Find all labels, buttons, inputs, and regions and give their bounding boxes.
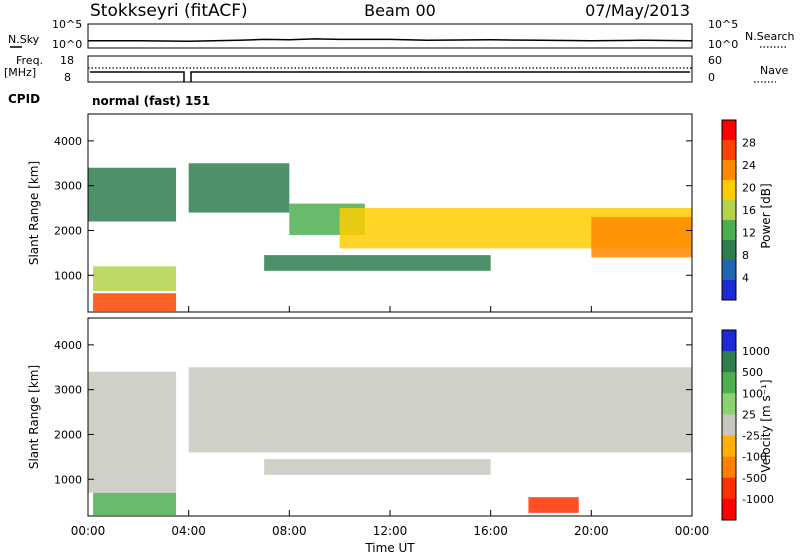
velocity-y-tick-label-3: 1000	[54, 473, 82, 486]
power-cbar-swatch-0	[722, 120, 736, 141]
velocity-ylabel: Slant Range [km]	[27, 365, 41, 469]
power-cbar-swatch-3	[722, 180, 736, 201]
velocity-cbar-swatch-8	[722, 498, 736, 521]
power-band-0	[93, 293, 177, 312]
velocity-cbar-swatch-0	[722, 330, 736, 352]
power-ylabel: Slant Range [km]	[27, 161, 41, 265]
x-tick-label-4: 16:00	[473, 524, 508, 538]
x-tick-label-1: 04:00	[171, 524, 206, 538]
power-cbar-tick-6: 4	[742, 272, 749, 285]
velocity-cbar-tick-5: -100	[742, 451, 767, 464]
velocity-band-3	[264, 459, 491, 475]
velocity-cbar-frame	[721, 329, 737, 521]
velocity-cbar-swatch-7	[722, 477, 736, 500]
velocity-colorbar: 1000 500 100 25 -25 -100 -500 -1000	[721, 329, 774, 521]
power-band-7	[591, 217, 692, 258]
noise-tick-right-top: 10^5	[708, 18, 738, 31]
power-cbar-swatch-6	[722, 240, 736, 261]
power-y-tick-label-3: 1000	[54, 269, 82, 282]
power-cbar-tick-1: 24	[742, 159, 756, 172]
power-cbar-frame	[721, 119, 737, 301]
power-cbar-tick-4: 12	[742, 227, 756, 240]
power-cbar-swatch-2	[722, 160, 736, 181]
power-y-tick-label-2: 2000	[54, 224, 82, 237]
power-band-6	[264, 255, 491, 271]
power-y-tick-label-1: 3000	[54, 180, 82, 193]
noise-right-label: N.Search	[745, 30, 795, 43]
freq-tick-right-bottom: 0	[708, 71, 715, 84]
power-cbar-swatch-1	[722, 140, 736, 161]
power-y-axis: 4000 3000 2000 1000	[54, 135, 692, 282]
power-band-2	[88, 167, 177, 222]
velocity-band-0	[93, 492, 177, 516]
velocity-cbar-swatch-3	[722, 393, 736, 415]
velocity-heatmap	[88, 367, 692, 516]
velocity-y-tick-label-1: 3000	[54, 384, 82, 397]
velocity-cbar-tick-1: 500	[742, 366, 763, 379]
velocity-cbar-tick-0: 1000	[742, 345, 770, 358]
freq-panel-frame	[87, 55, 693, 83]
velocity-band-1	[88, 371, 177, 493]
power-cbar-swatch-7	[722, 260, 736, 281]
velocity-cbar-tick-3: 25	[742, 408, 756, 421]
x-tick-label-3: 12:00	[373, 524, 408, 538]
noise-left-label: N.Sky	[8, 33, 40, 46]
velocity-colorbar-label: Velocity [m s⁻¹]	[759, 379, 773, 472]
power-cbar-tick-2: 20	[742, 182, 756, 195]
power-cbar-swatch-5	[722, 220, 736, 241]
velocity-cbar-tick-4: -25	[742, 430, 760, 443]
noise-tick-left-top: 10^5	[52, 18, 82, 31]
velocity-cbar-tick-7: -1000	[742, 493, 774, 506]
power-cbar-tick-3: 16	[742, 204, 756, 217]
power-y-tick-label-0: 4000	[54, 135, 82, 148]
power-band-1	[93, 266, 177, 291]
velocity-y-axis: 4000 3000 2000 1000	[54, 339, 692, 486]
x-tick-label-5: 20:00	[574, 524, 609, 538]
x-tick-label-2: 08:00	[272, 524, 307, 538]
noise-tick-right-bottom: 10^0	[708, 38, 738, 51]
x-tick-label-6: 00:00	[675, 524, 710, 538]
velocity-y-tick-label-0: 4000	[54, 339, 82, 352]
velocity-cbar-swatch-2	[722, 372, 736, 394]
freq-tick-right-top: 60	[708, 54, 722, 67]
freq-series	[90, 71, 690, 82]
freq-label-unit: [MHz]	[4, 66, 36, 79]
velocity-band-4	[528, 497, 579, 513]
velocity-cbar-tick-6: -500	[742, 472, 767, 485]
noise-tick-left-bottom: 10^0	[52, 38, 82, 51]
noise-line-n-sky	[88, 38, 693, 43]
velocity-cbar-tick-2: 100	[742, 387, 763, 400]
power-band-3	[188, 163, 290, 213]
noise-panel-frame	[87, 23, 693, 49]
beam-title: Beam 00	[364, 1, 436, 20]
station-title: Stokkseyri (fitACF)	[90, 1, 248, 21]
velocity-cbar-swatch-4	[722, 414, 736, 437]
velocity-cbar-swatch-5	[722, 435, 736, 458]
power-cbar-swatch-8	[722, 280, 736, 301]
power-cbar-swatch-4	[722, 200, 736, 221]
cpid-value: normal (fast) 151	[92, 94, 210, 108]
velocity-cbar-swatch-1	[722, 351, 736, 373]
x-tick-label-0: 00:00	[71, 524, 106, 538]
power-cbar-tick-5: 8	[742, 249, 749, 262]
power-colorbar: 28 24 20 16 12 8 4	[721, 119, 756, 301]
noise-series	[88, 38, 693, 43]
date-title: 07/May/2013	[585, 1, 690, 20]
x-axis-label: Time UT	[364, 541, 415, 554]
velocity-y-tick-label-2: 2000	[54, 428, 82, 441]
power-cbar-tick-0: 28	[742, 137, 756, 150]
nave-label: Nave	[760, 64, 788, 77]
freq-tick-left-top: 18	[60, 54, 74, 67]
power-heatmap	[88, 163, 692, 312]
time-axis: 00:00 04:00 08:00 12:00 16:00 20:00 00:00	[71, 306, 710, 538]
cpid-label: CPID	[8, 92, 40, 106]
power-colorbar-label: Power [dB]	[759, 183, 773, 248]
velocity-cbar-swatch-6	[722, 456, 736, 479]
velocity-band-2	[188, 367, 692, 453]
freq-label-top: Freq.	[16, 54, 43, 67]
freq-tick-left-bottom: 8	[64, 71, 71, 84]
